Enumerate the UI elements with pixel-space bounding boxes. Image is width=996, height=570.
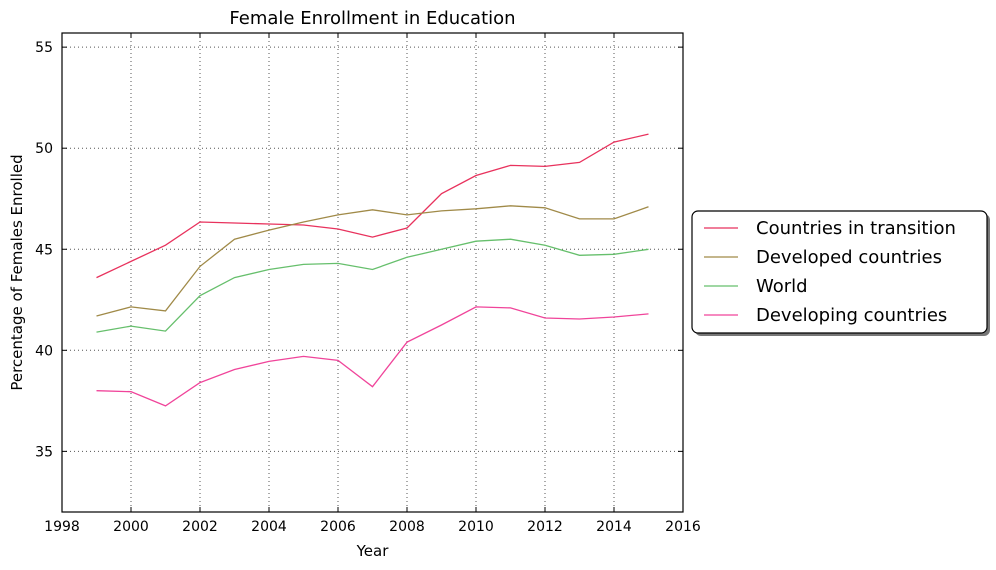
y-tick-label: 45 bbox=[35, 242, 53, 258]
legend-label: Developed countries bbox=[756, 247, 942, 268]
x-tick-label: 2012 bbox=[527, 519, 563, 535]
x-tick-label: 1998 bbox=[44, 519, 80, 535]
x-tick-label: 2008 bbox=[389, 519, 425, 535]
series-line-world bbox=[96, 238, 649, 333]
legend-box bbox=[691, 210, 988, 334]
series-lines bbox=[96, 133, 649, 407]
grid bbox=[62, 33, 683, 512]
x-tick-label: 2014 bbox=[596, 519, 632, 535]
axis-ticks: 1998 2000 2002 2004 2006 2008 2010 2012 2014 2016… bbox=[35, 33, 701, 535]
x-axis-title: Year bbox=[356, 542, 390, 560]
series-line-developing-countries bbox=[96, 306, 649, 407]
legend-label: Countries in transition bbox=[756, 218, 956, 239]
series-line-countries-in-transition bbox=[96, 133, 649, 279]
x-tick-label: 2016 bbox=[665, 519, 701, 535]
y-tick-label: 40 bbox=[35, 343, 53, 359]
legend: Countries in transition Developed countri… bbox=[691, 210, 990, 336]
chart-title: Female Enrollment in Education bbox=[229, 8, 515, 29]
y-tick-label: 50 bbox=[35, 141, 53, 157]
x-tick-label: 2010 bbox=[458, 519, 494, 535]
series-line-developed-countries bbox=[96, 205, 649, 317]
legend-label: World bbox=[756, 276, 808, 297]
y-axis-title: Percentage of Females Enrolled bbox=[8, 154, 26, 390]
y-tick-label: 35 bbox=[35, 444, 53, 460]
y-tick-label: 55 bbox=[35, 40, 53, 56]
x-tick-label: 2000 bbox=[113, 519, 149, 535]
legend-label: Developing countries bbox=[756, 305, 947, 326]
plot-frame bbox=[61, 32, 684, 513]
x-tick-label: 2002 bbox=[182, 519, 218, 535]
x-tick-label: 2006 bbox=[320, 519, 356, 535]
x-tick-label: 2004 bbox=[251, 519, 287, 535]
